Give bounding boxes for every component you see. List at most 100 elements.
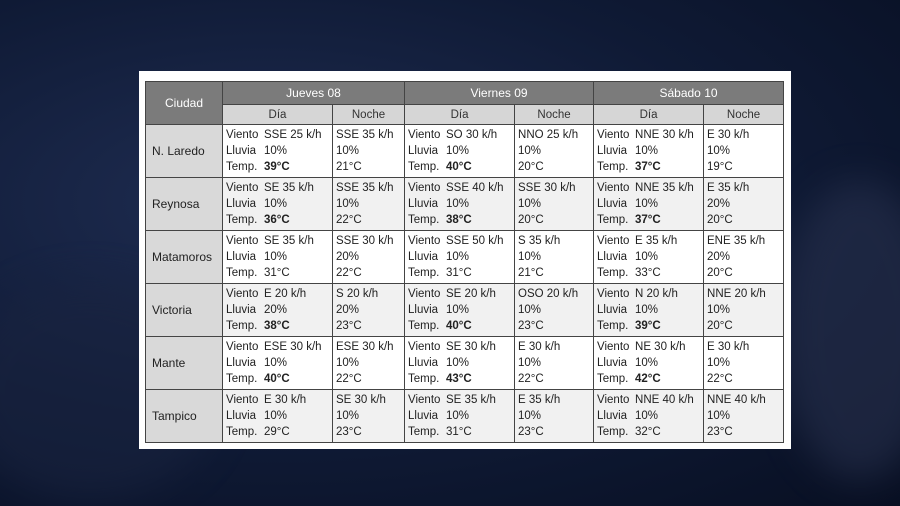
wind-label: Viento <box>597 129 630 141</box>
rain-value: 10% <box>336 410 360 422</box>
temp-label: Temp. <box>597 373 629 385</box>
table-row: N. Laredo Viento SSE 25 k/h Lluvia 10% Temp. 3… <box>145 124 785 178</box>
subheader-night: Noche <box>703 104 785 125</box>
day-forecast-cell: Viento SO 30 k/h Lluvia 10% Temp. 40°C <box>404 124 516 178</box>
temp-value: 33°C <box>635 267 661 279</box>
rain-value: 10% <box>707 304 731 316</box>
rain-value: 10% <box>635 410 659 422</box>
night-forecast-cell: E 30 k/h 10% 19°C <box>703 124 785 178</box>
subheader-day: Día <box>404 104 516 125</box>
wind-value: SSE 50 k/h <box>446 235 504 247</box>
temp-value: 23°C <box>518 320 544 332</box>
temp-label: Temp. <box>408 214 440 226</box>
temp-value: 23°C <box>707 426 733 438</box>
rain-value: 10% <box>264 145 288 157</box>
day-header-thursday: Jueves 08 <box>221 81 406 105</box>
wind-value: SSE 30 k/h <box>336 235 394 247</box>
night-forecast-cell: ESE 30 k/h 10% 22°C <box>331 336 406 390</box>
wind-value: SSE 25 k/h <box>264 129 322 141</box>
wind-label: Viento <box>226 288 259 300</box>
night-forecast-cell: NNE 40 k/h 10% 23°C <box>703 389 785 443</box>
rain-label: Lluvia <box>597 410 628 422</box>
temp-label: Temp. <box>408 426 440 438</box>
wind-value: SSE 35 k/h <box>336 129 394 141</box>
temp-value: 31°C <box>264 267 290 279</box>
rain-label: Lluvia <box>597 198 628 210</box>
subheader-day: Día <box>222 104 333 125</box>
wind-label: Viento <box>226 235 259 247</box>
rain-value: 20% <box>264 304 288 316</box>
day-forecast-cell: Viento SSE 25 k/h Lluvia 10% Temp. 39°C <box>222 124 333 178</box>
night-forecast-cell: SSE 30 k/h 20% 22°C <box>331 230 406 284</box>
wind-value: OSO 20 k/h <box>518 288 579 300</box>
temp-value: 19°C <box>707 161 733 173</box>
day-forecast-cell: Viento ESE 30 k/h Lluvia 10% Temp. 40°C <box>222 336 333 390</box>
rain-label: Lluvia <box>408 145 439 157</box>
city-name: Mante <box>145 336 223 390</box>
rain-value: 10% <box>518 145 542 157</box>
wind-value: NNE 40 k/h <box>635 394 694 406</box>
rain-value: 10% <box>336 357 360 369</box>
day-forecast-cell: Viento SE 30 k/h Lluvia 10% Temp. 43°C <box>404 336 516 390</box>
night-forecast-cell: E 30 k/h 10% 22°C <box>703 336 785 390</box>
rain-value: 10% <box>707 145 731 157</box>
wind-label: Viento <box>226 129 259 141</box>
wind-value: E 30 k/h <box>264 394 307 406</box>
temp-label: Temp. <box>408 320 440 332</box>
wind-label: Viento <box>597 341 630 353</box>
temp-value: 37°C <box>635 214 661 226</box>
rain-label: Lluvia <box>597 304 628 316</box>
wind-label: Viento <box>408 129 441 141</box>
wind-value: SE 30 k/h <box>336 394 386 406</box>
rain-value: 10% <box>635 145 659 157</box>
rain-value: 10% <box>635 251 659 263</box>
wind-value: S 35 k/h <box>518 235 561 247</box>
wind-value: ESE 30 k/h <box>264 341 322 353</box>
subheader-night: Noche <box>331 104 406 125</box>
table-row: Tampico Viento E 30 k/h Lluvia 10% Temp. 29°C S… <box>145 389 785 443</box>
temp-value: 20°C <box>707 267 733 279</box>
night-forecast-cell: E 35 k/h 20% 20°C <box>703 177 785 231</box>
temp-value: 38°C <box>264 320 290 332</box>
day-forecast-cell: Viento E 20 k/h Lluvia 20% Temp. 38°C <box>222 283 333 337</box>
wind-label: Viento <box>408 341 441 353</box>
temp-label: Temp. <box>408 373 440 385</box>
temp-label: Temp. <box>597 426 629 438</box>
wind-value: S 20 k/h <box>336 288 379 300</box>
wind-value: SO 30 k/h <box>446 129 498 141</box>
night-forecast-cell: NNO 25 k/h 10% 20°C <box>514 124 595 178</box>
temp-label: Temp. <box>597 320 629 332</box>
temp-value: 22°C <box>518 373 544 385</box>
rain-value: 10% <box>446 410 470 422</box>
day-forecast-cell: Viento NNE 30 k/h Lluvia 10% Temp. 37°C <box>593 124 705 178</box>
rain-value: 10% <box>518 251 542 263</box>
rain-value: 20% <box>707 198 731 210</box>
wind-label: Viento <box>226 394 259 406</box>
temp-value: 21°C <box>336 161 362 173</box>
rain-value: 20% <box>336 304 360 316</box>
rain-value: 10% <box>635 198 659 210</box>
temp-label: Temp. <box>226 161 258 173</box>
temp-value: 38°C <box>446 214 472 226</box>
temp-value: 20°C <box>707 214 733 226</box>
wind-value: SSE 35 k/h <box>336 182 394 194</box>
day-forecast-cell: Viento SE 20 k/h Lluvia 10% Temp. 40°C <box>404 283 516 337</box>
rain-value: 10% <box>707 357 731 369</box>
temp-value: 22°C <box>336 267 362 279</box>
day-forecast-cell: Viento E 35 k/h Lluvia 10% Temp. 33°C <box>593 230 705 284</box>
day-header-saturday: Sábado 10 <box>593 81 785 105</box>
temp-value: 22°C <box>336 373 362 385</box>
wind-value: E 30 k/h <box>707 341 750 353</box>
rain-value: 10% <box>635 357 659 369</box>
night-forecast-cell: S 20 k/h 20% 23°C <box>331 283 406 337</box>
temp-label: Temp. <box>226 426 258 438</box>
weather-forecast-table: Ciudad Jueves 08 Viernes 09 Sábado 10 Dí… <box>145 81 785 443</box>
wind-label: Viento <box>597 235 630 247</box>
night-forecast-cell: SSE 30 k/h 10% 20°C <box>514 177 595 231</box>
wind-value: NNE 40 k/h <box>707 394 766 406</box>
day-forecast-cell: Viento SSE 40 k/h Lluvia 10% Temp. 38°C <box>404 177 516 231</box>
wind-label: Viento <box>597 394 630 406</box>
day-forecast-cell: Viento SE 35 k/h Lluvia 10% Temp. 36°C <box>222 177 333 231</box>
temp-label: Temp. <box>226 267 258 279</box>
wind-value: E 30 k/h <box>707 129 750 141</box>
